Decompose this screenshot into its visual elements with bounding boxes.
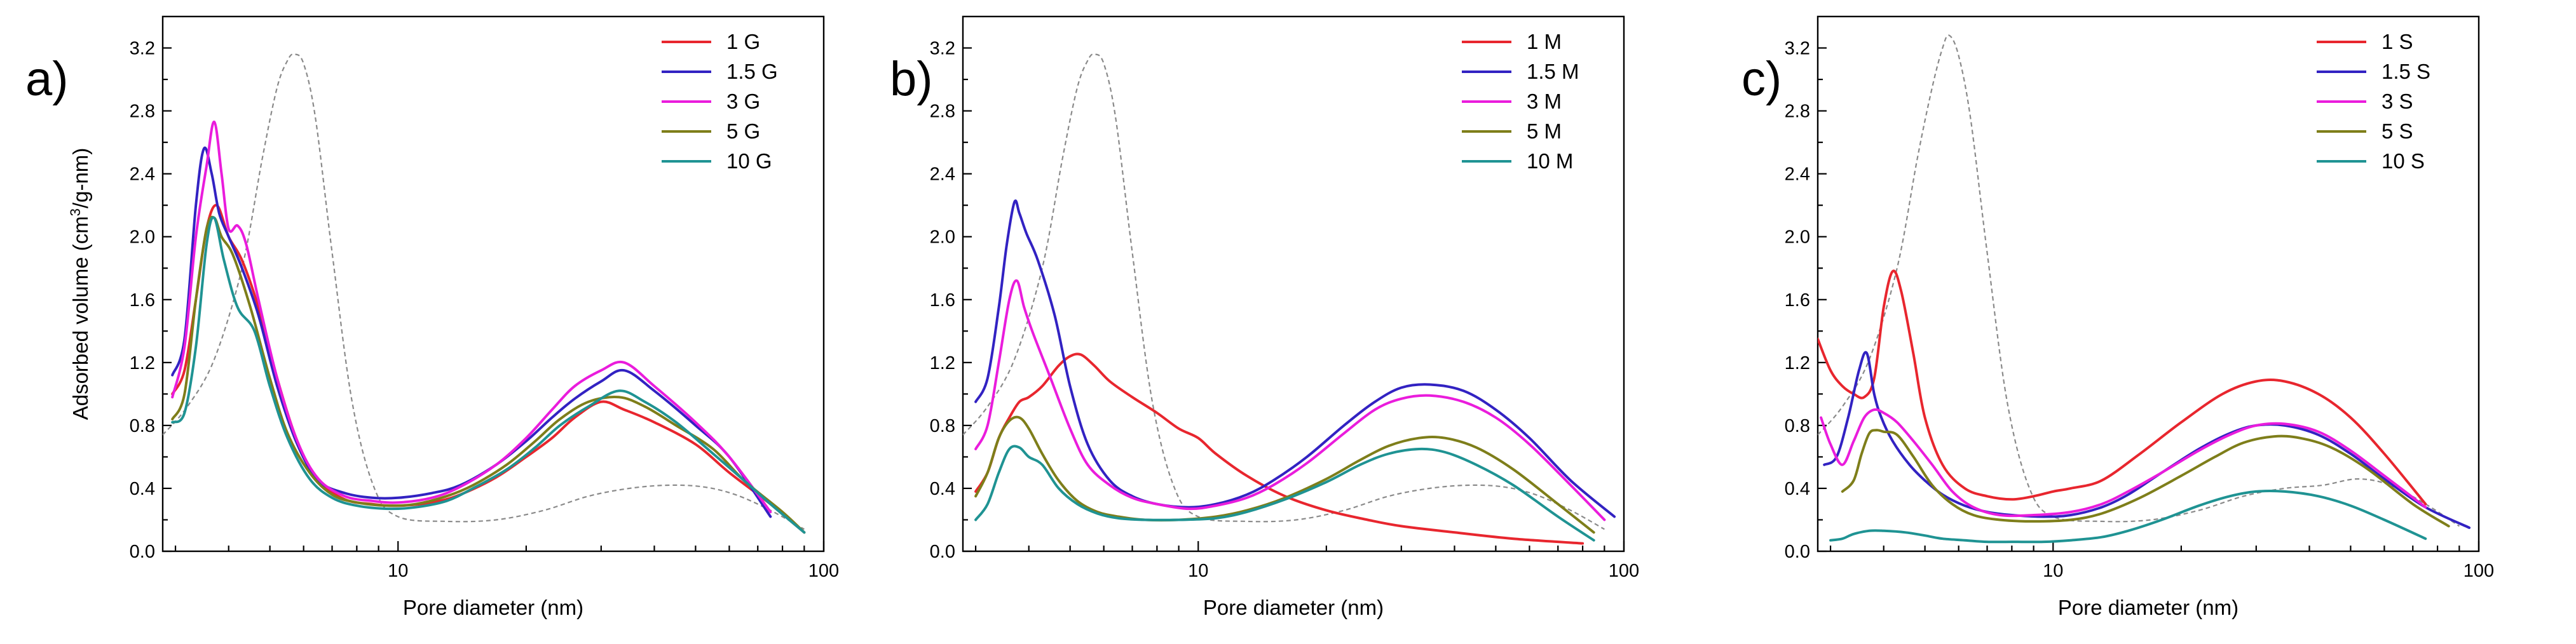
x-tick-label: 100 — [2464, 561, 2494, 581]
series-line-3-M — [974, 279, 1606, 521]
y-tick-label: 2.0 — [930, 227, 955, 248]
legend-label: 5 M — [1527, 119, 1562, 143]
y-tick-label: 1.2 — [930, 353, 955, 373]
plot-frame — [1816, 15, 2480, 553]
panel-label: a) — [25, 52, 69, 106]
y-tick-label: 0.4 — [130, 479, 155, 499]
y-tick-label: 3.2 — [130, 39, 155, 59]
legend-label: 10 M — [1527, 149, 1573, 173]
series-line-5-M — [974, 415, 1595, 534]
y-tick-label: 2.8 — [130, 102, 155, 122]
y-tick-label: 2.8 — [1785, 102, 1810, 122]
legend-label: 10 S — [2382, 149, 2425, 173]
legend-label: 5 S — [2382, 119, 2413, 143]
chart-panel-2: b) 0.0 0.4 0.8 1.2 1.6 2.0 2.4 2.8 3.2 10 100 Pore d… — [890, 15, 1639, 619]
legend: 1 S 1.5 S 3 S 5 S 10 S — [2317, 30, 2430, 173]
x-tick-label: 100 — [1609, 561, 1639, 581]
series-line-1_5-M — [974, 199, 1616, 518]
y-tick-label: 2.4 — [130, 164, 155, 185]
reference-dashed-line — [1818, 34, 2460, 527]
y-tick-label: 1.2 — [130, 353, 155, 373]
x-tick-label: 10 — [1188, 561, 1208, 581]
y-tick-label: 0.0 — [130, 542, 155, 562]
y-tick-label: 3.2 — [930, 39, 955, 59]
plot-frame — [161, 15, 825, 553]
legend-label: 3 S — [2382, 90, 2413, 113]
legend-label: 5 G — [726, 119, 760, 143]
panel-label: b) — [890, 52, 933, 106]
reference-dashed-line — [163, 53, 805, 530]
y-tick-label: 0.8 — [130, 416, 155, 436]
x-tick-label: 10 — [388, 561, 408, 581]
legend-label: 1 G — [726, 30, 760, 53]
y-tick-label: 2.8 — [930, 102, 955, 122]
y-tick-label: 0.8 — [930, 416, 955, 436]
series-line-10-S — [1829, 490, 2427, 544]
y-tick-label: 3.2 — [1785, 39, 1810, 59]
y-tick-label: 0.4 — [1785, 479, 1810, 499]
legend-label: 1.5 M — [1527, 60, 1579, 83]
series-line-3-S — [1820, 408, 2427, 518]
x-axis-title: Pore diameter (nm) — [2058, 596, 2239, 619]
legend-label: 3 M — [1527, 90, 1562, 113]
y-tick-label: 2.0 — [130, 227, 155, 248]
chart-panel-3: c) 0.0 0.4 0.8 1.2 1.6 2.0 2.4 2.8 3.2 10 100 Pore d… — [1741, 15, 2494, 619]
series-line-1-S — [1818, 269, 2427, 506]
series-line-10-M — [974, 445, 1595, 542]
legend-label: 1.5 G — [726, 60, 778, 83]
reference-dashed-line — [963, 53, 1605, 530]
chart-panel-1: a) 0.0 0.4 0.8 1.2 1.6 2.0 2.4 2.8 3.2 10 100 Pore d… — [25, 15, 839, 619]
y-tick-label: 1.6 — [930, 290, 955, 311]
y-axis-title: Adsorbed volume (cm3/g-nm) — [67, 148, 92, 420]
y-tick-label: 0.0 — [930, 542, 955, 562]
series-line-1_5-G — [171, 146, 772, 518]
legend: 1 G 1.5 G 3 G 5 G 10 G — [662, 30, 778, 173]
x-tick-label: 10 — [2043, 561, 2063, 581]
y-tick-label: 0.8 — [1785, 416, 1810, 436]
y-tick-label: 2.4 — [1785, 164, 1810, 185]
series-line-5-S — [1841, 429, 2450, 528]
plot-frame — [962, 15, 1625, 553]
legend: 1 M 1.5 M 3 M 5 M 10 M — [1462, 30, 1579, 173]
y-tick-label: 2.4 — [930, 164, 955, 185]
legend-label: 1.5 S — [2382, 60, 2430, 83]
panel-label: c) — [1741, 52, 1782, 106]
series-line-3-G — [171, 120, 772, 514]
x-axis-title: Pore diameter (nm) — [403, 596, 583, 619]
series-line-1-M — [974, 352, 1584, 545]
y-tick-label: 2.0 — [1785, 227, 1810, 248]
x-axis-title: Pore diameter (nm) — [1203, 596, 1384, 619]
legend-label: 1 S — [2382, 30, 2413, 53]
y-tick-label: 0.4 — [930, 479, 955, 499]
legend-label: 1 M — [1527, 30, 1562, 53]
x-tick-label: 100 — [808, 561, 839, 581]
y-tick-label: 0.0 — [1785, 542, 1810, 562]
legend-label: 10 G — [726, 149, 772, 173]
y-tick-label: 1.6 — [1785, 290, 1810, 311]
series-line-10-G — [171, 216, 806, 534]
legend-label: 3 G — [726, 90, 760, 113]
y-tick-label: 1.6 — [130, 290, 155, 311]
y-tick-label: 1.2 — [1785, 353, 1810, 373]
